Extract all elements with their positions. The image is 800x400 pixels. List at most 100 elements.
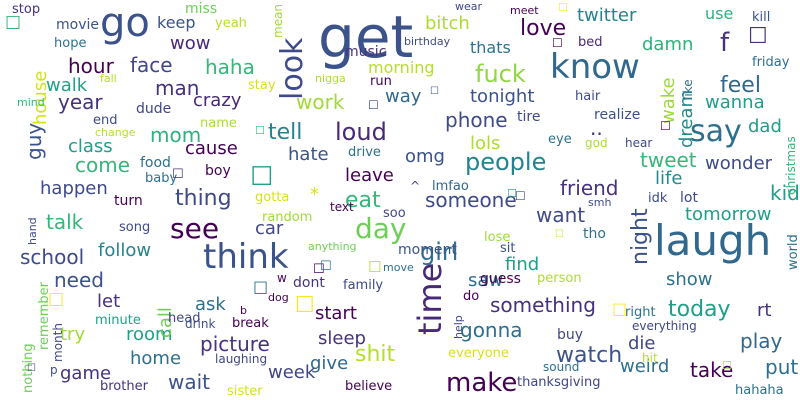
word-let: let — [97, 291, 121, 312]
word-phone: phone — [445, 108, 508, 132]
word-symbol: ☐ — [320, 259, 332, 274]
word-symbol: ☐ — [253, 279, 269, 299]
word-hand: hand — [26, 217, 39, 245]
word-like: like — [681, 79, 695, 100]
word-soo: soo — [383, 206, 406, 221]
word-symbol: ☐ — [255, 124, 265, 137]
word-happen: happen — [40, 178, 108, 199]
word-girl: girl — [420, 238, 459, 266]
word-tire: tire — [517, 109, 541, 125]
word-wonder: wonder — [705, 153, 773, 174]
word-meet: meet — [510, 4, 539, 17]
word-symbol: ☐ — [250, 162, 274, 192]
word-day: day — [355, 212, 407, 245]
word-try: try — [60, 324, 86, 345]
word-give: give — [310, 353, 349, 374]
word-thing: thing — [175, 186, 232, 211]
word-hate: hate — [288, 144, 329, 165]
word-hope: hope — [54, 36, 87, 51]
word-everything: everything — [632, 319, 697, 333]
word-wear: wear — [455, 0, 483, 13]
word-someone: someone — [425, 188, 517, 212]
word-use: use — [705, 4, 734, 23]
word-mind: mind — [17, 96, 45, 109]
word-mom: mom — [150, 123, 202, 147]
word-guess: guess — [480, 271, 521, 287]
word-change: change — [95, 126, 136, 139]
word-bed: bed — [578, 35, 603, 50]
word-food: food — [140, 155, 171, 171]
word-twitter: twitter — [577, 5, 637, 26]
word-stop: stop — [12, 2, 41, 17]
word-loud: loud — [335, 118, 387, 146]
word-turn: turn — [114, 193, 143, 209]
word-saw: saw — [468, 270, 504, 291]
word-sound: sound — [543, 360, 580, 374]
word-week: week — [268, 362, 316, 383]
word-symbol: ☐ — [295, 293, 315, 318]
word-cause: cause — [185, 138, 238, 159]
word-f: f — [720, 28, 730, 58]
word-class: class — [68, 136, 113, 157]
word-die: die — [628, 333, 656, 354]
word-symbol: ☐ — [552, 36, 563, 50]
word-miss: miss — [185, 1, 218, 17]
word-feel: feel — [720, 73, 761, 98]
word-tell: tell — [268, 120, 303, 145]
word-brother: brother — [100, 379, 148, 394]
word-symbol: ☐ — [430, 86, 439, 97]
word-friend: friend — [560, 176, 619, 200]
word-yeah: yeah — [215, 16, 247, 31]
word-idk: idk — [648, 191, 668, 206]
word-smh: smh — [588, 196, 612, 209]
word-show: show — [666, 269, 713, 290]
word-hear: hear — [625, 136, 653, 150]
word-symbol: ☐ — [515, 189, 526, 203]
word-family: family — [343, 278, 384, 293]
word-christmas: christmas — [784, 136, 798, 195]
word-ask: ask — [195, 294, 226, 315]
word-hour: hour — [68, 54, 114, 78]
word-symbol: ☐ — [313, 262, 325, 277]
word-life: life — [655, 168, 683, 189]
word-b: b — [240, 304, 247, 317]
word-drive: drive — [348, 145, 381, 160]
word-symbol: * — [310, 184, 319, 205]
word-break: break — [232, 316, 269, 331]
word-tomorrow: tomorrow — [685, 204, 772, 225]
word-time: time — [411, 262, 449, 335]
word-drink: drink — [185, 317, 216, 331]
word-guy: guy — [22, 122, 46, 160]
word-month: month — [51, 323, 65, 362]
word-believe: believe — [345, 379, 393, 394]
word-picture: picture — [200, 332, 270, 356]
word-end: end — [93, 113, 118, 128]
word-need: need — [54, 268, 104, 292]
word-wait: wait — [168, 370, 211, 394]
word-go: go — [100, 0, 150, 46]
word-home: home — [130, 348, 182, 369]
word-love: love — [520, 16, 567, 41]
word-morning: morning — [368, 58, 435, 77]
word-shit: shit — [355, 342, 396, 367]
word-symbol: ☐ — [507, 187, 517, 200]
word-symbol: ☐ — [368, 258, 382, 276]
word-face: face — [130, 53, 173, 77]
word-tweet: tweet — [640, 148, 697, 172]
word-gotta: gotta — [255, 190, 290, 205]
word-haha: haha — [205, 55, 255, 79]
word-wow: wow — [170, 33, 211, 54]
word-realize: realize — [594, 107, 641, 123]
word-night: night — [628, 208, 653, 265]
word-symbol: ☐ — [558, 1, 568, 14]
word-dog: dog — [268, 291, 289, 304]
word-work: work — [296, 90, 345, 114]
word-gonna: gonna — [460, 318, 523, 342]
word-tho: tho — [583, 226, 606, 242]
word-year: year — [58, 90, 103, 114]
word-boy: boy — [205, 163, 231, 179]
word-help: help — [452, 315, 465, 339]
word-fall: fall — [100, 72, 117, 85]
word-symbol: ☐ — [660, 119, 671, 133]
word-moment: moment — [398, 242, 457, 258]
